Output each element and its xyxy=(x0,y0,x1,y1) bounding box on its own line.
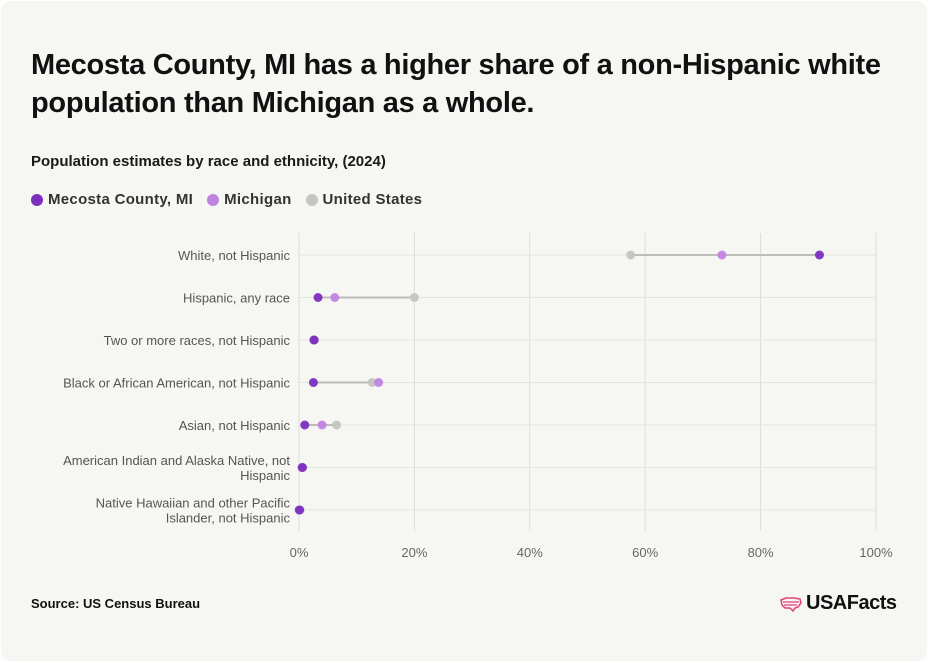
dot-mecosta-county-mi xyxy=(295,505,305,515)
legend-item-mecosta: Mecosta County, MI xyxy=(31,191,193,208)
legend: Mecosta County, MI Michigan United State… xyxy=(31,191,436,208)
dot-mecosta-county-mi xyxy=(309,335,319,345)
dot-united-states xyxy=(332,420,342,430)
legend-swatch-united-states xyxy=(305,193,318,206)
x-tick-label: 0% xyxy=(290,545,309,560)
brand-name: USAFacts xyxy=(806,592,897,614)
x-tick-label: 60% xyxy=(632,545,658,560)
dot-united-states xyxy=(367,378,377,387)
category-label: American Indian and Alaska Native, not xyxy=(63,453,290,468)
legend-item-michigan: Michigan xyxy=(207,191,291,208)
brand-logo: USAFacts xyxy=(780,592,897,615)
category-label: Native Hawaiian and other Pacific xyxy=(96,496,291,511)
x-tick-label: 80% xyxy=(748,545,774,560)
dot-michigan xyxy=(330,293,340,302)
dot-michigan xyxy=(717,250,727,260)
legend-label-mecosta: Mecosta County, MI xyxy=(48,191,194,208)
source-note: Source: US Census Bureau xyxy=(31,596,201,611)
dot-mecosta-county-mi xyxy=(308,378,318,387)
dot-michigan xyxy=(317,420,327,430)
legend-swatch-michigan xyxy=(207,193,220,206)
dot-mecosta-county-mi xyxy=(300,420,310,430)
category-label: Black or African American, not Hispanic xyxy=(63,376,290,391)
dot-united-states xyxy=(626,250,636,260)
legend-label-united-states: United States xyxy=(322,191,423,208)
category-label: Asian, not Hispanic xyxy=(179,418,291,433)
dot-mecosta-county-mi xyxy=(313,293,323,302)
dot-mecosta-county-mi xyxy=(297,463,307,472)
category-label: Hispanic xyxy=(240,468,290,483)
x-tick-label: 20% xyxy=(401,545,427,560)
chart-subtitle: Population estimates by race and ethnici… xyxy=(31,153,386,170)
x-tick-label: 40% xyxy=(517,545,543,560)
category-label: Two or more races, not Hispanic xyxy=(104,333,291,348)
x-tick-label: 100% xyxy=(859,545,893,560)
dot-michigan xyxy=(374,378,384,387)
dot-mecosta-county-mi xyxy=(814,250,824,260)
category-label: Islander, not Hispanic xyxy=(166,511,291,526)
category-label: White, not Hispanic xyxy=(178,248,290,263)
legend-label-michigan: Michigan xyxy=(224,191,292,208)
us-map-icon xyxy=(780,596,802,612)
dot-united-states xyxy=(409,293,419,302)
category-label: Hispanic, any race xyxy=(183,291,290,306)
chart-title: Mecosta County, MI has a higher share of… xyxy=(31,49,881,119)
legend-item-united-states: United States xyxy=(305,191,423,208)
legend-swatch-mecosta xyxy=(31,193,43,206)
